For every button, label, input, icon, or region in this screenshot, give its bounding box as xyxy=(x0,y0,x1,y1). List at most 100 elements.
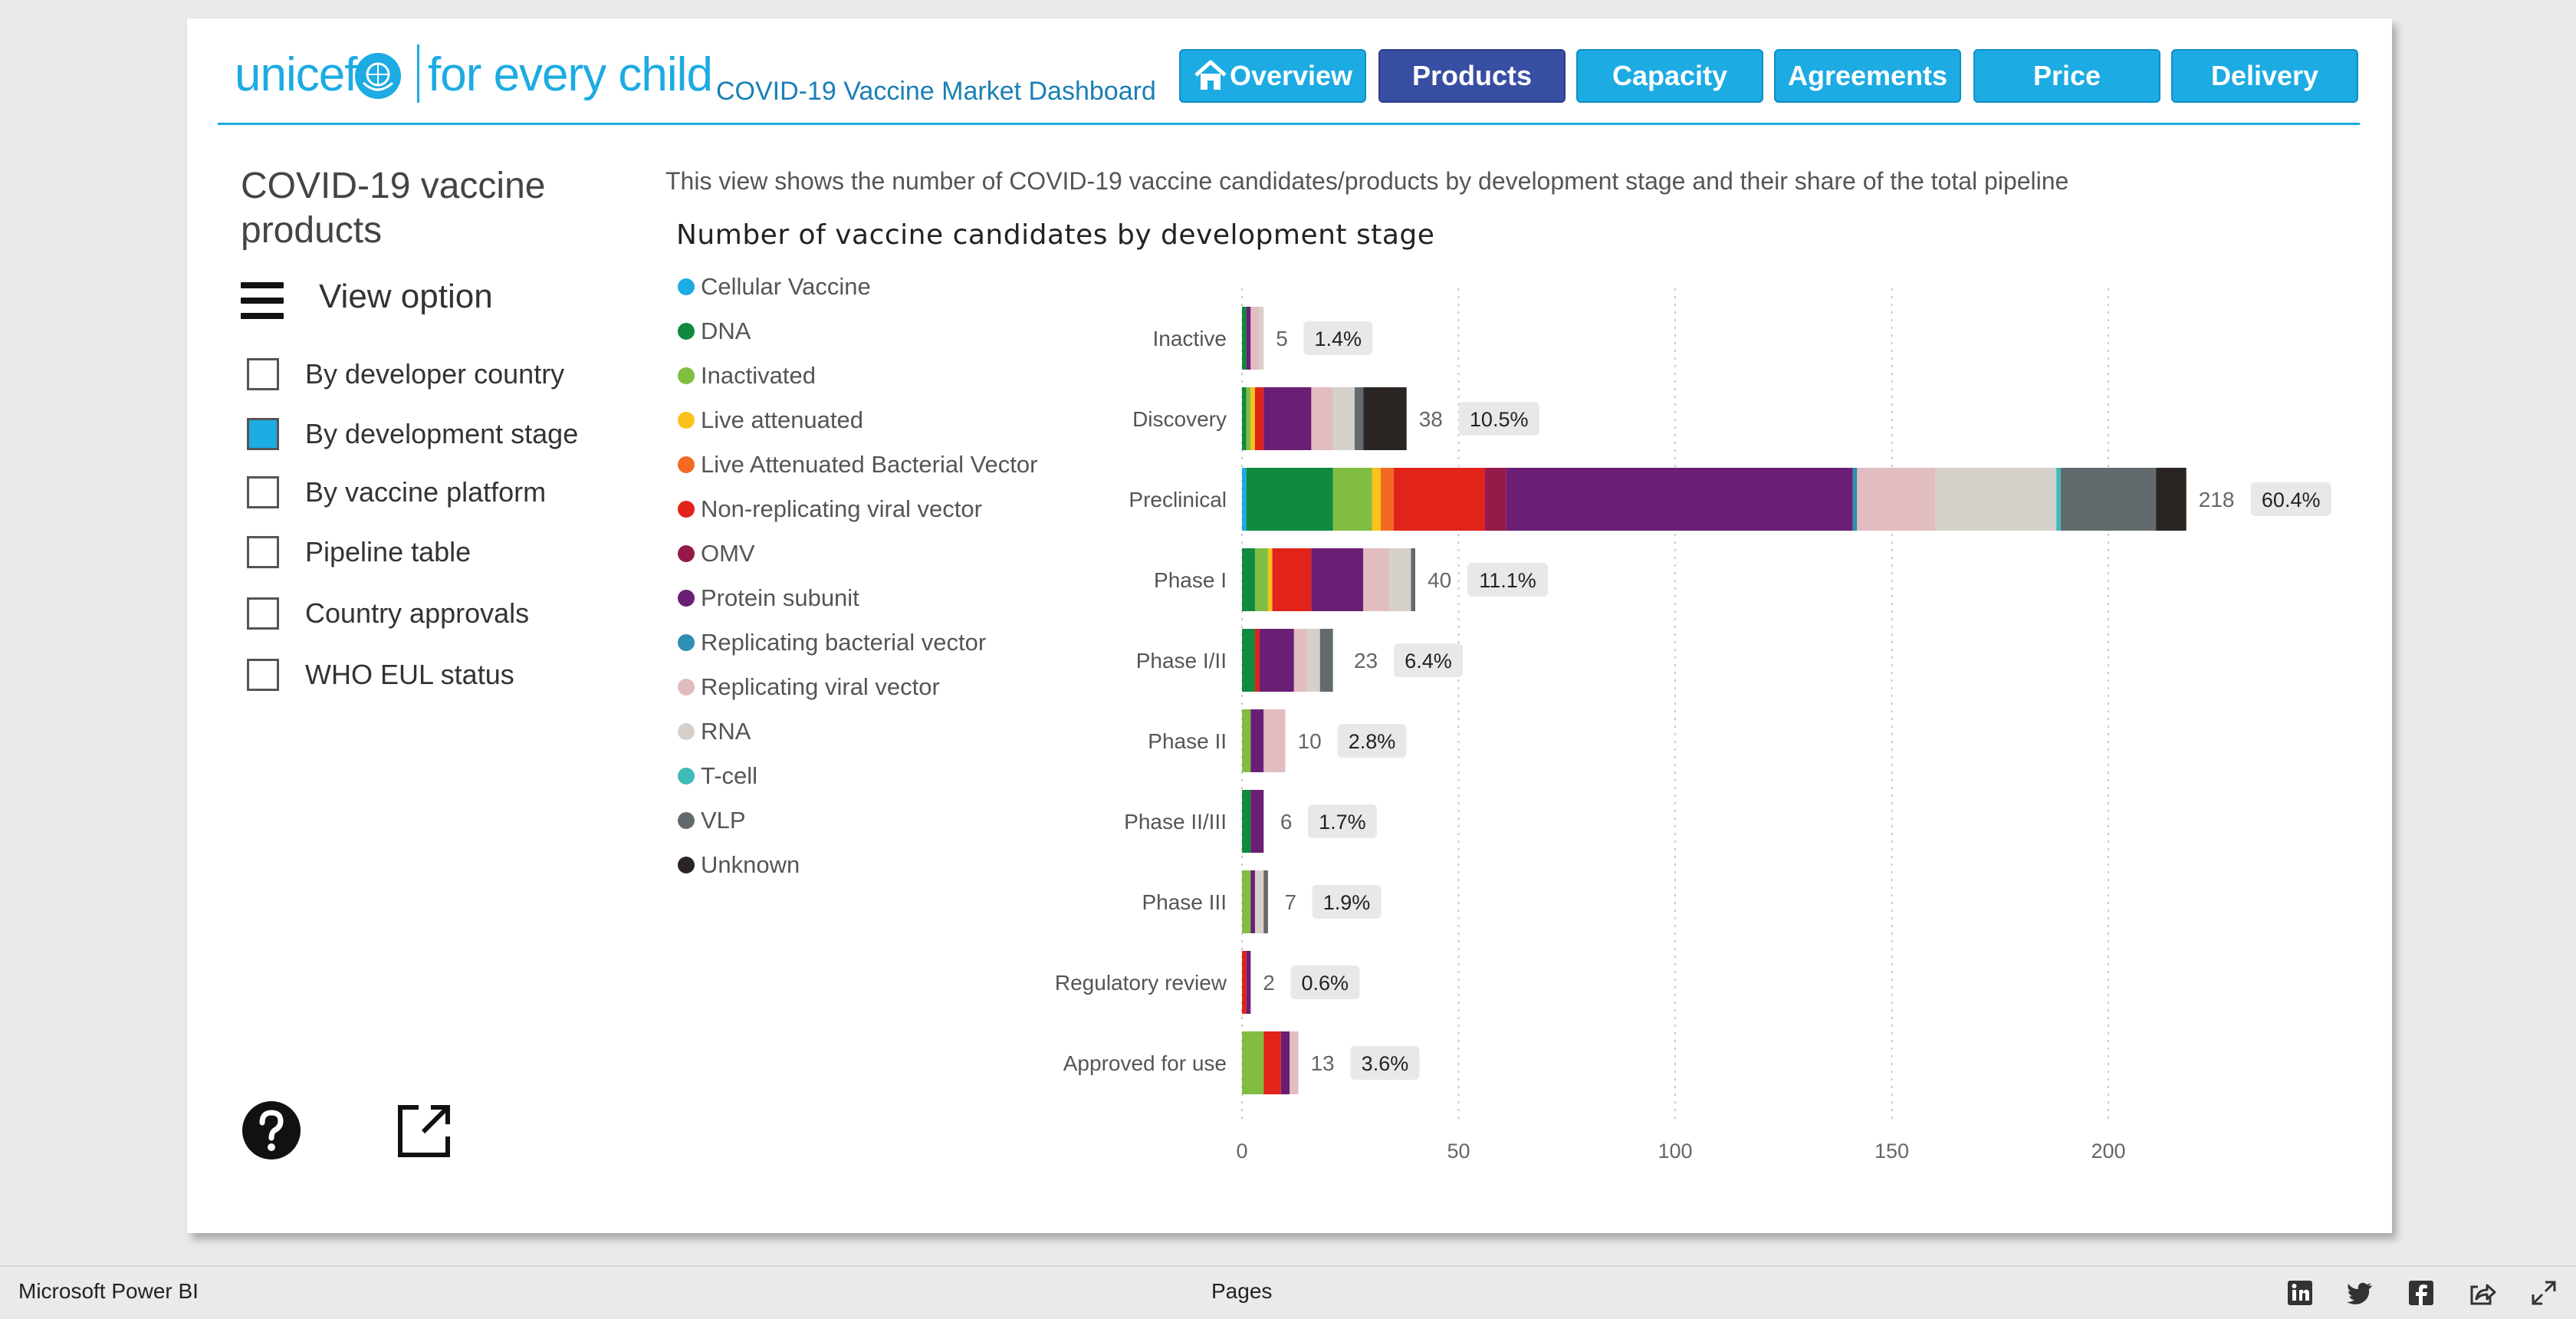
option-who-eul-status[interactable]: WHO EUL status xyxy=(247,658,514,692)
nav-products-button[interactable]: Products xyxy=(1378,49,1566,103)
legend-swatch xyxy=(678,456,695,473)
legend-item[interactable]: RNA xyxy=(678,716,751,747)
share-label-box xyxy=(1393,643,1463,677)
twitter-icon[interactable] xyxy=(2344,1278,2375,1308)
share-label: 3.6% xyxy=(1362,1052,1409,1075)
legend-item[interactable]: OMV xyxy=(678,538,755,569)
legend-item[interactable]: T-cell xyxy=(678,761,757,791)
legend-swatch xyxy=(678,723,695,740)
bar-segment xyxy=(1354,387,1364,450)
total-label: 13 xyxy=(1310,1051,1334,1075)
fullscreen-icon[interactable] xyxy=(2528,1278,2559,1308)
legend-item[interactable]: Live attenuated xyxy=(678,405,863,436)
share-label: 1.7% xyxy=(1319,811,1366,834)
bar-segment xyxy=(1506,468,1853,531)
bar-segment xyxy=(1242,548,1255,611)
bar-segment xyxy=(1250,790,1264,853)
bar-segment xyxy=(1250,387,1255,450)
legend-item[interactable]: Replicating bacterial vector xyxy=(678,627,986,658)
total-label: 7 xyxy=(1285,890,1297,914)
facebook-icon[interactable] xyxy=(2406,1278,2436,1308)
option-label: By development stage xyxy=(305,418,579,449)
share-label: 60.4% xyxy=(2262,488,2321,511)
legend-item[interactable]: Unknown xyxy=(678,850,800,880)
bar-segment xyxy=(1263,870,1268,933)
checkbox[interactable] xyxy=(247,659,279,691)
unicef-logo-text: unicef xyxy=(235,48,357,101)
dashboard-title: COVID-19 Vaccine Market Dashboard xyxy=(716,77,1156,106)
bar-segment xyxy=(1293,629,1307,692)
bar-segment xyxy=(1319,629,1333,692)
share-label-box xyxy=(1337,724,1407,758)
legend-item[interactable]: Live Attenuated Bacterial Vector xyxy=(678,449,1037,480)
legend-label: Live Attenuated Bacterial Vector xyxy=(701,451,1038,478)
total-label: 10 xyxy=(1298,729,1322,753)
legend-item[interactable]: Protein subunit xyxy=(678,583,859,613)
category-label: Discovery xyxy=(1132,407,1227,431)
hamburger-menu-icon[interactable] xyxy=(241,282,284,319)
bar-segment xyxy=(1311,387,1333,450)
nav-capacity-button[interactable]: Capacity xyxy=(1576,49,1763,103)
nav-agreements-button[interactable]: Agreements xyxy=(1774,49,1961,103)
unicef-logo-tagline: for every child xyxy=(428,48,713,101)
category-label: Phase II xyxy=(1148,729,1227,753)
bar-segment xyxy=(1332,468,1372,531)
category-label: Phase II/III xyxy=(1124,810,1227,834)
option-by-developer-country[interactable]: By developer country xyxy=(247,357,564,391)
checkbox[interactable] xyxy=(247,358,279,390)
bar-segment xyxy=(1363,548,1390,611)
legend-item[interactable]: Inactivated xyxy=(678,360,816,391)
legend-label: OMV xyxy=(701,540,755,567)
nav-products-label: Products xyxy=(1411,60,1533,91)
bar-segment xyxy=(1242,468,1247,531)
bar-segment xyxy=(1242,1031,1264,1094)
checkbox[interactable] xyxy=(247,536,279,568)
checkbox[interactable] xyxy=(247,476,279,508)
option-label: Pipeline table xyxy=(305,536,472,567)
option-label: WHO EUL status xyxy=(305,659,514,690)
panel-title: COVID-19 vaccine products xyxy=(241,166,546,251)
share-label-box xyxy=(1312,885,1382,919)
option-pipeline-table[interactable]: Pipeline table xyxy=(247,535,471,569)
share-icon[interactable] xyxy=(2467,1278,2498,1308)
pages-button[interactable]: Pages xyxy=(1211,1279,1273,1303)
option-by-vaccine-platform[interactable]: By vaccine platform xyxy=(247,475,546,509)
bar-segment xyxy=(1242,870,1251,933)
share-label-box xyxy=(1458,402,1539,436)
x-tick-label: 0 xyxy=(1236,1140,1247,1163)
legend-item[interactable]: DNA xyxy=(678,316,751,347)
nav-overview-button[interactable]: Overview xyxy=(1179,49,1366,103)
bar-segment xyxy=(1254,548,1268,611)
nav-delivery-button[interactable]: Delivery xyxy=(2171,49,2358,103)
legend-label: Unknown xyxy=(701,851,800,878)
category-label: Approved for use xyxy=(1063,1051,1227,1075)
legend-swatch xyxy=(678,412,695,429)
legend-swatch xyxy=(678,590,695,607)
bar-segment xyxy=(1290,1031,1299,1094)
help-icon[interactable] xyxy=(241,1100,302,1161)
nav-overview-label: Overview xyxy=(1229,60,1353,91)
bar-segment xyxy=(1254,387,1264,450)
legend-item[interactable]: Cellular Vaccine xyxy=(678,271,871,302)
expand-icon[interactable] xyxy=(396,1101,454,1159)
checkbox[interactable] xyxy=(247,597,279,630)
linkedin-icon[interactable] xyxy=(2285,1278,2315,1308)
legend-item[interactable]: Non-replicating viral vector xyxy=(678,494,982,525)
bar-segment xyxy=(1254,629,1260,692)
legend-label: Replicating bacterial vector xyxy=(701,629,987,656)
option-country-approvals[interactable]: Country approvals xyxy=(247,597,529,630)
total-label: 40 xyxy=(1428,568,1451,592)
bar-segment xyxy=(1857,468,1935,531)
power-bi-link[interactable]: Microsoft Power BI xyxy=(18,1279,199,1303)
share-label-box xyxy=(2250,482,2331,516)
bar-segment xyxy=(1263,709,1286,772)
checkbox-checked[interactable] xyxy=(247,418,279,450)
option-by-development-stage[interactable]: By development stage xyxy=(247,417,578,451)
power-bi-footer: Microsoft Power BI Pages xyxy=(0,1265,2576,1319)
bar-segment xyxy=(1242,387,1247,450)
legend-item[interactable]: Replicating viral vector xyxy=(678,672,940,702)
nav-price-button[interactable]: Price xyxy=(1973,49,2160,103)
bar-segment xyxy=(1389,548,1411,611)
legend-item[interactable]: VLP xyxy=(678,805,746,836)
